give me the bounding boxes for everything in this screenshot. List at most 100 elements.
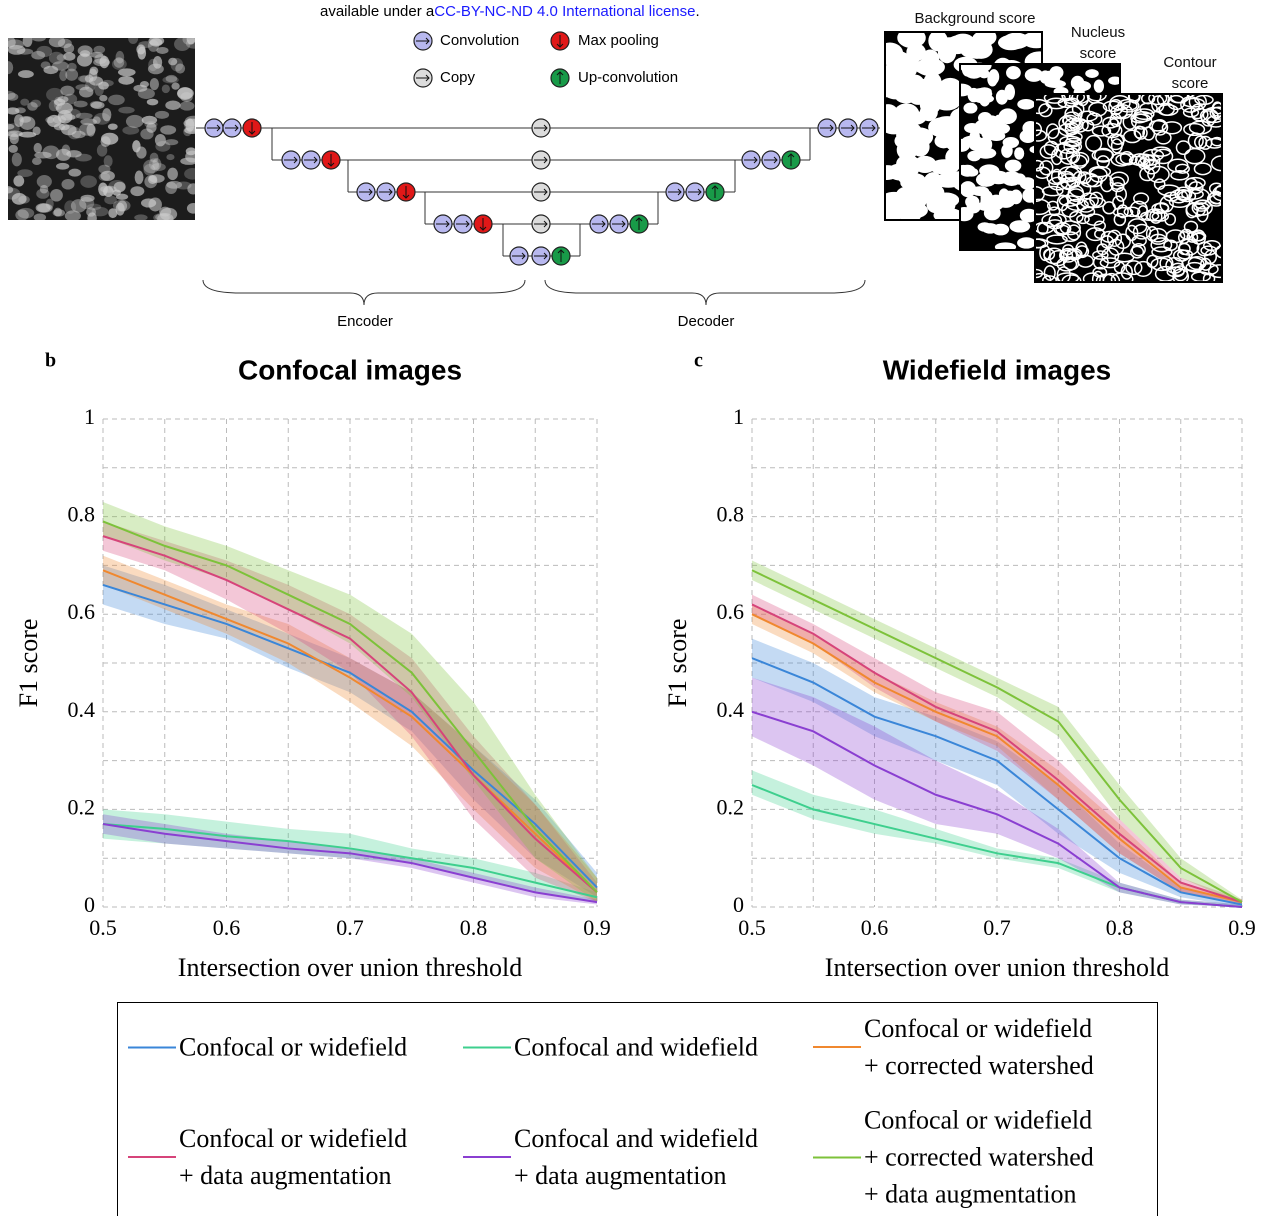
license-link[interactable]: CC-BY-NC-ND 4.0 International license [434,3,695,20]
score-blob [1184,176,1206,189]
nucleus [65,68,79,81]
score-blob [1208,264,1222,279]
nucleus [76,53,93,67]
op-arrow [359,188,373,196]
nucleus [55,148,72,161]
score-blob [1154,202,1170,213]
nucleus [36,188,50,199]
nucleus [8,107,20,115]
nucleus [8,186,14,194]
score-blob [1109,171,1129,187]
x-tick-label: 0.9 [583,915,611,940]
panel-label: b [45,350,56,372]
nucleus [31,38,46,42]
nucleus [17,207,35,219]
score-blob [933,192,960,208]
score-blob [1091,125,1112,137]
score-blob [1102,100,1123,113]
nucleus [99,55,110,69]
op-arrow [379,188,393,196]
nucleus [47,114,62,128]
score-blob [1053,222,1072,236]
score-blob [1038,103,1053,118]
score-blob [1174,163,1190,174]
nucleus [30,99,42,108]
nucleus [43,65,59,75]
score-blob [899,110,927,126]
series-line [102,535,598,894]
legend-copy: Copy [440,69,476,86]
series-line [751,657,1243,906]
op-arrow [592,220,606,228]
nucleus [108,94,125,106]
nucleus [11,152,22,167]
op-arrow [534,220,548,228]
input-texture [8,38,195,220]
x-tick-label: 0.8 [1106,915,1134,940]
score-blob [1137,205,1149,221]
nucleus [48,51,64,65]
score-blob [1182,107,1200,118]
score-blob [929,159,960,175]
legend-label: Confocal or widefield + corrected waters… [864,1105,1094,1209]
nucleus [63,93,78,105]
nucleus [48,100,60,112]
nucleus [16,48,34,55]
nucleus [71,130,86,139]
nucleus [34,151,52,159]
nucleus [50,188,63,202]
score-blob [977,222,992,232]
legend-label: Confocal or widefield [179,1032,408,1062]
panel-label: c [694,350,703,372]
score-blob [907,188,928,210]
score-blob [897,168,918,185]
nucleus [98,164,111,174]
score-blob [1142,148,1165,162]
header-prefix: available under a [320,3,435,20]
score-blob [1006,66,1021,80]
score-blob [1092,266,1108,278]
y-tick-label: 0.2 [717,794,745,819]
nucleus [8,144,18,153]
score-blob [963,102,978,114]
score-texture [1035,94,1222,282]
x-tick-label: 0.7 [983,915,1011,940]
score-blob [1035,198,1051,216]
nucleus [184,126,195,134]
score-blob [1134,153,1155,168]
score-blob [960,207,974,222]
score-blob [1100,230,1119,243]
nucleus [94,53,107,65]
score-blob [1115,186,1127,202]
op-arrow [862,124,876,132]
score-blob [1043,94,1066,104]
nucleus [162,76,179,84]
score-blob [1041,213,1063,228]
score-blob [1133,192,1150,205]
y-tick-label: 1 [733,404,744,429]
score-blob [1110,152,1133,167]
op-arrow [744,156,758,164]
score-blob [1110,138,1123,154]
score-blob [1035,272,1052,282]
legend-item: Confocal or widefield + corrected waters… [813,1010,1094,1084]
nucleus [154,110,170,119]
score-blob [1166,266,1185,278]
score-blob [1198,135,1213,150]
score-blob [915,57,945,77]
nucleus [108,208,118,219]
score-blob [1071,80,1092,92]
score-blob [928,32,948,52]
score-blob [1208,190,1222,205]
nucleus [48,38,66,48]
legend-swatch [813,1156,861,1158]
score-blob [1035,159,1045,172]
score-blob [1068,94,1090,105]
nucleus [94,82,104,96]
score-blob [1035,238,1049,249]
x-tick-label: 0.8 [460,915,488,940]
score-blob [1017,237,1036,249]
nucleus [118,75,135,85]
nucleus [56,54,67,62]
nucleus [52,209,66,217]
